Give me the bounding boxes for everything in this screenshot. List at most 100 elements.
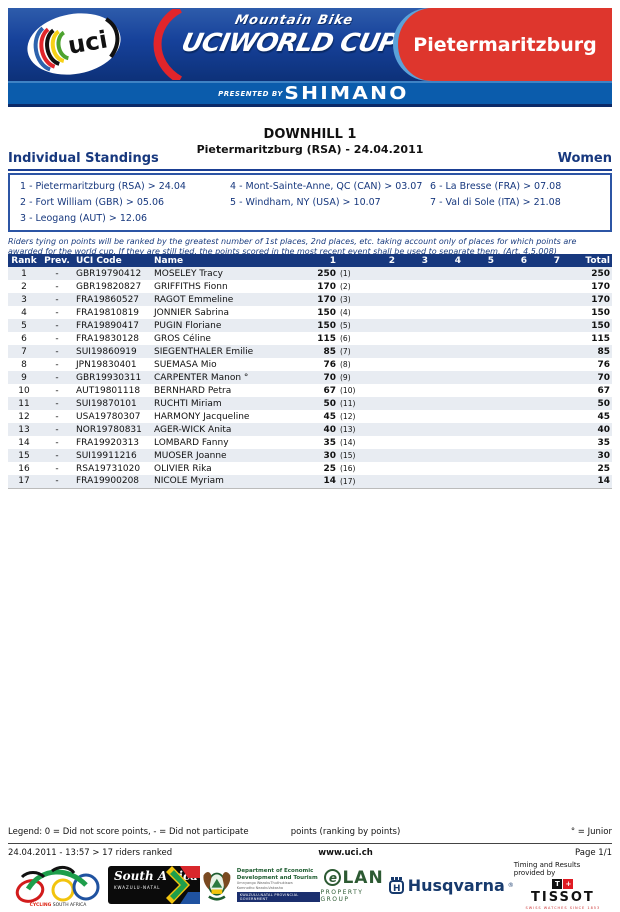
rider-rank: 2 (21, 281, 27, 292)
rider-round4-points (430, 423, 463, 436)
rider-round1-rank: (11) (340, 399, 356, 408)
husqvarna-crown-icon: H (388, 876, 404, 894)
rider-round7-points (529, 358, 562, 371)
elan-wordmark: e LAN (324, 868, 383, 888)
rider-round1-rank: (14) (340, 438, 356, 447)
rider-round1-points: 70 (323, 372, 336, 383)
rider-round4-points (430, 293, 463, 306)
rider-round7-points (529, 449, 562, 462)
rider-round1-points: 40 (323, 424, 336, 435)
rider-round7-points (529, 345, 562, 358)
rider-name: JONNIER Sabrina (154, 307, 230, 318)
events-column-3: 6 - La Bresse (FRA) > 07.08 7 - Val di S… (430, 179, 610, 230)
rider-round5-points (463, 371, 496, 384)
rider-round4-points (430, 319, 463, 332)
header-uci-code: UCI Code (74, 254, 152, 267)
page-title: DOWNHILL 1 (263, 127, 357, 142)
dedt-small2: Komnotho NezokuVakasha (236, 885, 284, 890)
presented-by-strip: PRESENTED BY SHIMANO (8, 81, 612, 107)
rider-rank: 8 (21, 359, 27, 370)
rider-round1-points: 14 (302, 475, 338, 489)
rider-round4-points (430, 280, 463, 293)
standings-table: Rank Prev. UCI Code Name 1 2 3 4 5 6 7 T… (8, 254, 612, 489)
rider-prev: - (55, 333, 59, 344)
rider-round5-points (463, 423, 496, 436)
header-round-4: 4 (430, 254, 463, 267)
page-subtitle: Pietermaritzburg (RSA) - 24.04.2011 (196, 143, 424, 156)
table-row: 14 - FRA19920313 LOMBARD Fanny 35 (14) 3… (8, 436, 612, 449)
rider-uci-code: FRA19890417 (76, 320, 140, 331)
category-label: Women (557, 151, 612, 166)
rider-round7-points (529, 462, 562, 475)
rider-round4-points (430, 462, 463, 475)
event-banner: uci Mountain Bike UCIWORLD CUP Pietermar… (8, 8, 612, 107)
cycling-south-africa-label: CYCLING SOUTH AFRICA (29, 902, 87, 908)
rider-round1-points: 150 (317, 320, 336, 331)
series-subtitle: Mountain Bike (233, 13, 355, 28)
rider-round7-points (529, 423, 562, 436)
rider-name: HARMONY Jacqueline (154, 411, 250, 422)
rider-round2-points (364, 319, 397, 332)
rider-round1-points: 250 (317, 268, 336, 279)
rider-round3-points (397, 423, 430, 436)
cycling-south-africa-logo: CYCLING SOUTH AFRICA (8, 863, 108, 908)
rider-round6-points (496, 358, 529, 371)
rider-round1-points: 50 (323, 398, 336, 409)
event-calendar-item: 3 - Leogang (AUT) > 12.06 (20, 213, 148, 224)
rider-round6-points (496, 319, 529, 332)
rider-round1-rank: (17) (338, 475, 364, 489)
rider-round1-rank: (1) (340, 269, 351, 278)
events-column-1: 1 - Pietermaritzburg (RSA) > 24.04 2 - F… (20, 179, 230, 230)
rider-round1-rank: (9) (340, 373, 351, 382)
rider-round5-points (463, 293, 496, 306)
uci-website-link[interactable]: www.uci.ch (318, 848, 373, 858)
rider-round1-points: 170 (317, 281, 336, 292)
rider-round3-points (397, 267, 430, 280)
rider-round4-points (430, 475, 463, 489)
husqvarna-logo: H Husqvarna ® (388, 876, 514, 895)
rider-round5-points (463, 397, 496, 410)
table-row: 4 - FRA19810819 JONNIER Sabrina 150 (4) … (8, 306, 612, 319)
rider-name: OLIVIER Rika (154, 463, 212, 474)
rider-round3-points (397, 384, 430, 397)
rider-prev: - (55, 320, 59, 331)
rider-round2-points (364, 410, 397, 423)
rider-rank: 10 (18, 385, 30, 396)
dedt-line1: Department of Economic (236, 868, 314, 874)
rider-rank: 6 (21, 333, 27, 344)
rider-total-points: 170 (591, 281, 610, 292)
uci-logo-icon: uci (27, 13, 121, 75)
rider-round6-points (496, 462, 529, 475)
rider-round1-points: 76 (323, 359, 336, 370)
rider-uci-code: RSA19731020 (76, 463, 141, 474)
rider-round5-points (463, 358, 496, 371)
rider-round3-points (397, 319, 430, 332)
rider-round3-points (397, 293, 430, 306)
rider-rank: 9 (21, 372, 27, 383)
rider-prev: - (55, 281, 59, 292)
rider-total-points: 250 (591, 268, 610, 279)
rider-uci-code: GBR19790412 (76, 268, 142, 279)
rider-total-points: 14 (562, 475, 612, 489)
dedt-text-block: Department of Economic Development and T… (236, 868, 321, 902)
rider-round1-rank: (8) (340, 360, 351, 369)
rider-prev: - (55, 463, 59, 474)
rider-round1-points: 170 (317, 294, 336, 305)
rider-total-points: 45 (597, 411, 610, 422)
rider-round4-points (430, 384, 463, 397)
husqvarna-name-label: Husqvarna (407, 875, 505, 895)
header-round-1: 1 (302, 254, 338, 267)
rider-round6-points (496, 345, 529, 358)
elan-property-group-logo: e LAN PROPERTY GROUP (320, 868, 387, 903)
rider-total-points: 30 (597, 450, 610, 461)
event-calendar-item: 6 - La Bresse (FRA) > 07.08 (430, 181, 562, 192)
dedt-logo: Department of Economic Development and T… (200, 864, 321, 906)
rider-name: LOMBARD Fanny (154, 437, 229, 448)
rider-round1-points: 115 (317, 333, 336, 344)
dedt-line2: Development and Tourism (236, 874, 318, 881)
rider-round1-points: 85 (323, 346, 336, 357)
rider-round2-points (364, 384, 397, 397)
table-row: 15 - SUI19911216 MUOSER Joanne 30 (15) 3… (8, 449, 612, 462)
table-body: 1 - GBR19790412 MOSELEY Tracy 250 (1) 25… (8, 267, 612, 489)
rider-round7-points (529, 306, 562, 319)
